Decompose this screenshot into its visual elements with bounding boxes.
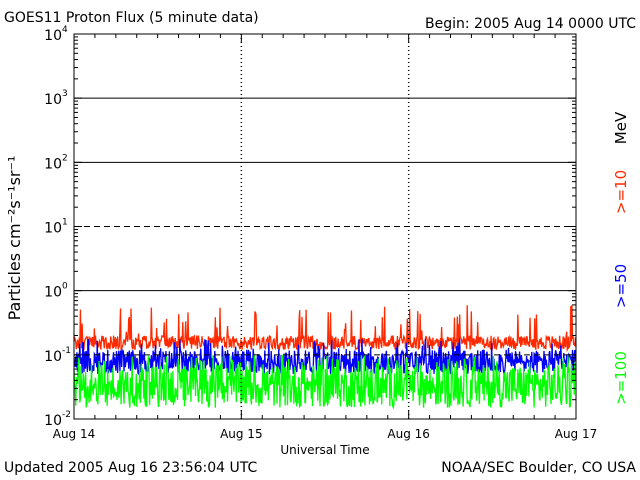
- series-layer: [73, 305, 577, 410]
- grid-layer: [73, 34, 577, 420]
- y-axis-label: Particles cm⁻²s⁻¹sr⁻¹: [5, 156, 24, 321]
- y-tick-exponent: -2: [62, 410, 71, 420]
- y-tick-label: 10: [44, 28, 62, 44]
- y-tick-label: 10: [44, 92, 62, 108]
- legend-label-ge100: >=100: [612, 351, 630, 405]
- x-tick-label: Aug 14: [53, 427, 96, 441]
- y-tick-exponent: 1: [62, 218, 68, 228]
- x-tick-labels: Aug 14 Aug 15 Aug 16 Aug 17: [53, 427, 598, 441]
- x-tick-label: Aug 17: [555, 427, 598, 441]
- y-tick-exponent: 0: [62, 282, 68, 292]
- legend-unit-label: MeV: [612, 111, 630, 144]
- y-tick-exponent: -1: [62, 346, 71, 356]
- series-line: [73, 338, 577, 376]
- legend: MeV >=10 >=50 >=100: [612, 111, 630, 405]
- series-line: [73, 354, 577, 410]
- y-tick-label: 10: [44, 349, 62, 365]
- x-tick-label: Aug 15: [220, 427, 263, 441]
- plot-frame: [73, 33, 577, 420]
- credit-text: NOAA/SEC Boulder, CO USA: [441, 460, 636, 476]
- legend-label-ge10: >=10: [612, 170, 630, 214]
- y-tick-exponent: 4: [62, 25, 68, 35]
- updated-time: Updated 2005 Aug 16 23:56:04 UTC: [4, 460, 258, 476]
- chart-title: GOES11 Proton Flux (5 minute data): [4, 10, 259, 26]
- series-line: [73, 305, 577, 353]
- begin-time: Begin: 2005 Aug 14 0000 UTC: [425, 16, 636, 32]
- y-tick-label: 10: [44, 221, 62, 237]
- x-axis-label: Universal Time: [280, 443, 369, 457]
- y-tick-exponent: 3: [62, 89, 68, 99]
- y-tick-label: 10: [44, 285, 62, 301]
- y-tick-exponent: 2: [62, 153, 68, 163]
- legend-label-ge50: >=50: [612, 264, 630, 308]
- x-tick-label: Aug 16: [387, 427, 430, 441]
- y-tick-label: 10: [44, 156, 62, 172]
- y-tick-label: 10: [44, 413, 62, 429]
